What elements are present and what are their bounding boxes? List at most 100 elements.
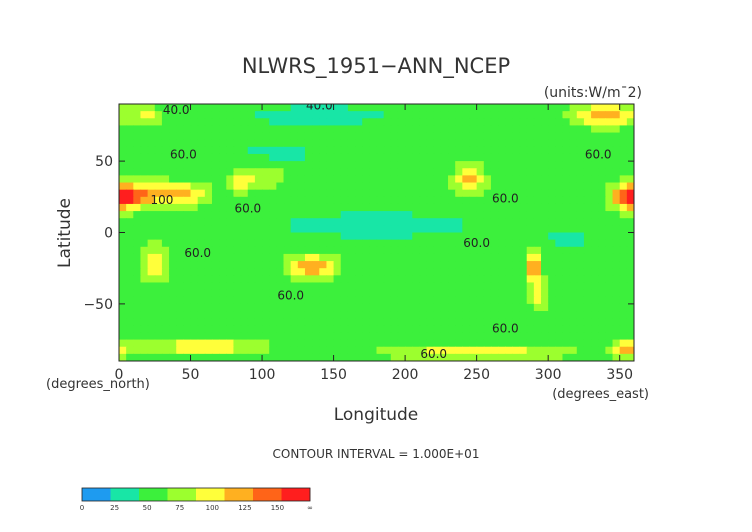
field-cell bbox=[369, 311, 378, 319]
field-cell bbox=[226, 161, 235, 169]
field-cell bbox=[462, 303, 471, 312]
field-cell bbox=[326, 175, 335, 184]
field-cell bbox=[455, 225, 463, 234]
field-cell bbox=[154, 261, 163, 269]
field-cell bbox=[612, 175, 621, 184]
field-cell bbox=[448, 239, 456, 248]
field-cell bbox=[397, 339, 406, 348]
field-cell bbox=[626, 211, 634, 219]
field-cell bbox=[405, 261, 413, 269]
field-cell bbox=[469, 118, 478, 127]
field-cell bbox=[126, 196, 134, 205]
field-cell bbox=[462, 346, 471, 355]
field-cell bbox=[226, 275, 235, 284]
field-cell bbox=[119, 118, 127, 127]
field-cell bbox=[412, 325, 421, 334]
field-cell bbox=[169, 175, 177, 184]
field-cell bbox=[569, 182, 578, 191]
field-cell bbox=[140, 268, 149, 276]
field-cell bbox=[569, 175, 578, 184]
field-cell bbox=[119, 146, 127, 155]
field-cell bbox=[483, 211, 492, 219]
field-cell bbox=[304, 196, 313, 205]
field-cell bbox=[533, 125, 542, 134]
field-cell bbox=[355, 118, 363, 127]
field-cell bbox=[154, 275, 163, 284]
field-cell bbox=[462, 325, 471, 334]
field-cell bbox=[161, 311, 170, 319]
field-cell bbox=[505, 104, 513, 112]
field-cell bbox=[197, 261, 206, 269]
field-cell bbox=[440, 196, 449, 205]
field-cell bbox=[555, 339, 564, 348]
field-cell bbox=[376, 282, 385, 291]
field-cell bbox=[576, 275, 585, 284]
field-cell bbox=[419, 303, 428, 312]
field-cell bbox=[276, 161, 285, 169]
field-cell bbox=[469, 182, 478, 191]
field-cell bbox=[283, 346, 292, 355]
field-cell bbox=[412, 232, 421, 241]
field-cell bbox=[204, 175, 213, 184]
field-cell bbox=[376, 239, 385, 248]
field-cell bbox=[204, 232, 213, 241]
field-cell bbox=[369, 318, 378, 326]
field-cell bbox=[376, 253, 385, 262]
field-cell bbox=[147, 332, 156, 341]
field-cell bbox=[390, 225, 399, 234]
field-cell bbox=[369, 146, 378, 155]
field-cell bbox=[161, 332, 170, 341]
field-cell bbox=[541, 303, 549, 312]
field-cell bbox=[169, 282, 177, 291]
field-cell bbox=[262, 132, 270, 141]
field-cell bbox=[526, 318, 535, 326]
field-cell bbox=[483, 225, 492, 234]
field-cell bbox=[505, 125, 513, 134]
field-cell bbox=[262, 353, 270, 361]
field-cell bbox=[176, 175, 184, 184]
field-cell bbox=[512, 268, 521, 276]
field-cell bbox=[147, 268, 156, 276]
field-cell bbox=[512, 161, 521, 169]
field-cell bbox=[240, 339, 249, 348]
field-cell bbox=[147, 132, 156, 141]
field-cell bbox=[548, 318, 556, 326]
field-cell bbox=[541, 318, 549, 326]
field-cell bbox=[583, 289, 592, 298]
field-cell bbox=[326, 353, 335, 361]
field-cell bbox=[626, 339, 634, 348]
field-cell bbox=[583, 125, 592, 134]
field-cell bbox=[140, 353, 149, 361]
field-cell bbox=[605, 303, 614, 312]
field-cell bbox=[254, 189, 263, 198]
field-cell bbox=[376, 246, 385, 255]
field-cell bbox=[119, 239, 127, 248]
field-cell bbox=[276, 139, 285, 148]
field-cell bbox=[169, 311, 177, 319]
field-cell bbox=[326, 161, 335, 169]
field-cell bbox=[448, 111, 456, 119]
field-cell bbox=[448, 225, 456, 234]
field-cell bbox=[197, 111, 206, 119]
field-cell bbox=[355, 289, 363, 298]
field-cell bbox=[390, 282, 399, 291]
field-cell bbox=[333, 125, 342, 134]
field-cell bbox=[147, 282, 156, 291]
field-cell bbox=[126, 211, 134, 219]
field-cell bbox=[276, 203, 285, 212]
field-cell bbox=[519, 332, 528, 341]
field-cell bbox=[204, 318, 213, 326]
field-cell bbox=[455, 346, 463, 355]
field-cell bbox=[161, 168, 170, 176]
field-cell bbox=[204, 218, 213, 226]
field-cell bbox=[319, 289, 328, 298]
field-cell bbox=[204, 282, 213, 291]
field-cell bbox=[426, 218, 435, 226]
field-cell bbox=[297, 268, 306, 276]
field-cell bbox=[290, 325, 299, 334]
field-cell bbox=[362, 118, 370, 127]
field-cell bbox=[419, 125, 428, 134]
field-cell bbox=[598, 203, 606, 212]
field-cell bbox=[490, 196, 499, 205]
field-cell bbox=[541, 225, 549, 234]
